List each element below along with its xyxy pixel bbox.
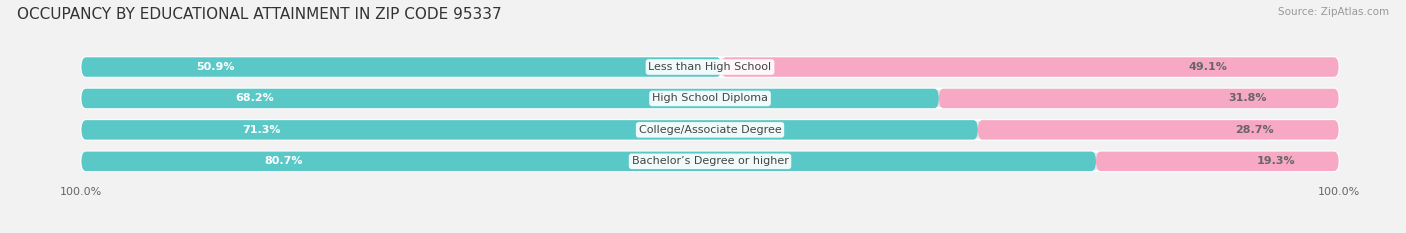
Text: College/Associate Degree: College/Associate Degree (638, 125, 782, 135)
FancyBboxPatch shape (721, 57, 1339, 77)
Text: 19.3%: 19.3% (1257, 156, 1295, 166)
Text: 50.9%: 50.9% (197, 62, 235, 72)
FancyBboxPatch shape (82, 89, 1339, 108)
Text: 31.8%: 31.8% (1229, 93, 1267, 103)
FancyBboxPatch shape (82, 152, 1339, 171)
Text: OCCUPANCY BY EDUCATIONAL ATTAINMENT IN ZIP CODE 95337: OCCUPANCY BY EDUCATIONAL ATTAINMENT IN Z… (17, 7, 502, 22)
Text: 28.7%: 28.7% (1234, 125, 1274, 135)
Text: 68.2%: 68.2% (236, 93, 274, 103)
FancyBboxPatch shape (82, 89, 939, 108)
Text: Source: ZipAtlas.com: Source: ZipAtlas.com (1278, 7, 1389, 17)
FancyBboxPatch shape (82, 120, 977, 140)
Text: 49.1%: 49.1% (1188, 62, 1227, 72)
FancyBboxPatch shape (82, 57, 721, 77)
Text: High School Diploma: High School Diploma (652, 93, 768, 103)
Text: Bachelor’s Degree or higher: Bachelor’s Degree or higher (631, 156, 789, 166)
FancyBboxPatch shape (82, 57, 1339, 77)
FancyBboxPatch shape (977, 120, 1339, 140)
Text: 80.7%: 80.7% (264, 156, 302, 166)
FancyBboxPatch shape (939, 89, 1339, 108)
Text: Less than High School: Less than High School (648, 62, 772, 72)
FancyBboxPatch shape (82, 152, 1097, 171)
FancyBboxPatch shape (1097, 152, 1339, 171)
FancyBboxPatch shape (82, 120, 1339, 140)
Text: 71.3%: 71.3% (243, 125, 281, 135)
